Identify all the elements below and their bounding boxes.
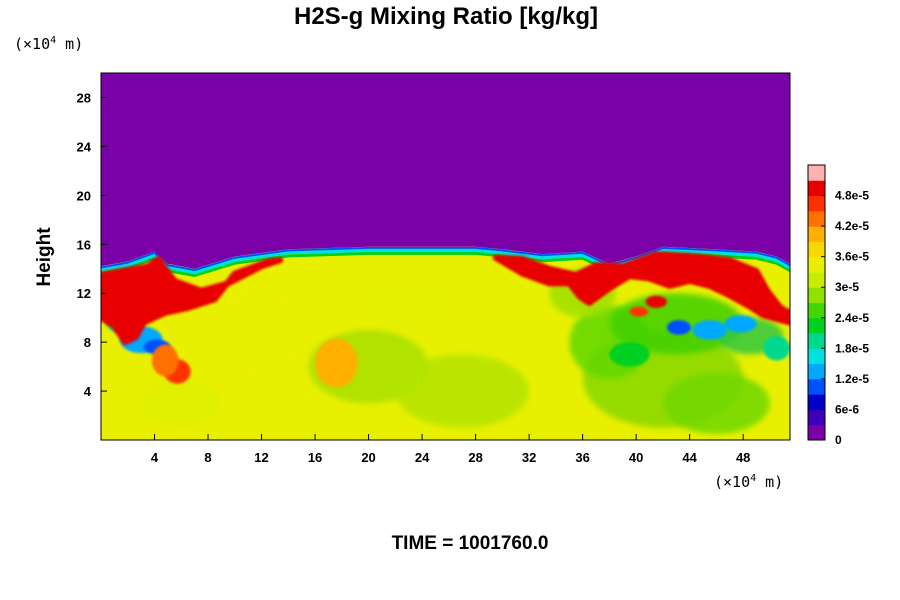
colorbar-tick-label: 3.6e-5 <box>835 250 869 264</box>
field-features <box>101 73 790 434</box>
colorbar-tick-label: 2.4e-5 <box>835 311 869 325</box>
colorbar-segment <box>808 302 825 319</box>
eddy <box>692 320 728 340</box>
colorbar-segment <box>808 424 825 441</box>
colorbar-tick-label: 4.8e-5 <box>835 189 869 203</box>
colorbar-tick-label: 4.2e-5 <box>835 219 869 233</box>
field-patch <box>221 280 302 379</box>
y-tick-label: 12 <box>77 286 91 301</box>
time-label: TIME = 1001760.0 <box>392 533 549 554</box>
hot-patch <box>645 295 667 308</box>
hot-patch <box>151 344 179 377</box>
eddy <box>763 336 790 361</box>
colorbar-segment <box>808 363 825 380</box>
field-patch <box>395 354 530 428</box>
colorbar: 0 6e-6 1.2e-5 1.8e-5 2.4e-5 3e-5 3.6e-5 4.2e-5 4… <box>807 164 869 447</box>
x-units-label: (×104 m) <box>714 473 783 491</box>
eddy <box>609 342 650 367</box>
colorbar-segment <box>808 394 825 410</box>
field-patch <box>141 378 222 428</box>
y-tick-label: 16 <box>77 237 91 252</box>
field-patch <box>368 280 449 330</box>
hot-patch <box>629 306 649 317</box>
x-tick-label: 24 <box>415 450 430 465</box>
plot-area <box>101 73 790 440</box>
eddy <box>666 320 691 335</box>
x-axis: 4 8 12 16 20 24 28 32 36 40 44 48 <box>151 434 750 465</box>
y-tick-label: 8 <box>84 335 91 350</box>
y-tick-label: 20 <box>77 188 91 203</box>
x-tick-label: 16 <box>308 450 322 465</box>
field-patch <box>662 372 770 434</box>
y-tick-label: 4 <box>84 384 92 399</box>
x-tick-label: 44 <box>682 450 697 465</box>
colorbar-segment <box>808 195 825 212</box>
colorbar-segment <box>808 378 825 395</box>
colorbar-segment <box>808 271 825 288</box>
y-tick-label: 28 <box>77 90 91 105</box>
colorbar-tick-label: 6e-6 <box>835 402 859 416</box>
colorbar-frame <box>807 164 826 441</box>
colorbar-segment <box>808 333 825 349</box>
colorbar-segment <box>808 241 825 258</box>
x-tick-label: 36 <box>575 450 589 465</box>
colorbar-segment <box>808 226 825 242</box>
x-tick-label: 28 <box>468 450 482 465</box>
chart-title: H2S-g Mixing Ratio [kg/kg] <box>294 3 598 30</box>
colorbar-tick-label: 3e-5 <box>835 280 859 294</box>
hot-patch <box>315 338 358 388</box>
x-tick-label: 4 <box>151 450 159 465</box>
x-tick-label: 12 <box>254 450 268 465</box>
colorbar-segment <box>808 409 825 426</box>
colorbar-segment <box>808 180 825 197</box>
plume <box>495 253 790 324</box>
colorbar-segment <box>808 256 825 273</box>
colorbar-segment <box>808 210 825 227</box>
boundary-halo <box>101 246 790 271</box>
x-tick-label: 48 <box>736 450 750 465</box>
colorbar-tick-label: 1.2e-5 <box>835 372 869 386</box>
plot-frame <box>100 72 791 441</box>
colorbar-segment <box>808 287 825 303</box>
colorbar-segment <box>808 317 825 334</box>
plume <box>101 258 281 343</box>
colorbar-segment <box>808 165 825 181</box>
upper-layer <box>101 73 790 269</box>
colorbar-tick-label: 0 <box>835 433 842 447</box>
y-axis: 4 8 12 16 20 24 28 <box>77 90 107 399</box>
y-tick-label: 24 <box>77 139 92 154</box>
y-axis-label: Height <box>34 227 55 287</box>
y-units-label: (×104 m) <box>14 35 83 53</box>
x-tick-label: 40 <box>629 450 643 465</box>
colorbar-segment <box>808 348 825 365</box>
x-tick-label: 8 <box>204 450 211 465</box>
x-tick-label: 20 <box>361 450 375 465</box>
x-tick-label: 32 <box>522 450 536 465</box>
colorbar-tick-label: 1.8e-5 <box>835 341 869 355</box>
eddy <box>724 315 757 333</box>
